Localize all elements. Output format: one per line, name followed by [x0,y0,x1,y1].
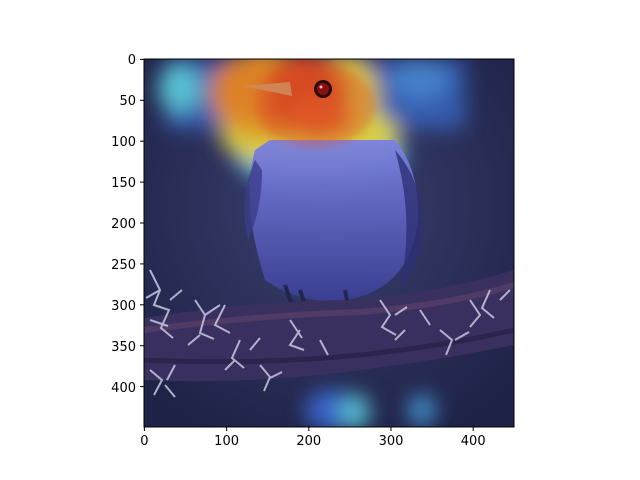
y-tick-label: 150 [111,176,136,191]
x-tick-label: 200 [296,434,321,449]
image-area [144,59,514,427]
x-tick-label: 400 [461,434,486,449]
branch [144,270,514,382]
y-axis: 0 50 100 150 200 250 300 350 400 [111,53,144,396]
y-tick-label: 50 [119,94,136,109]
x-tick-label: 100 [214,434,239,449]
lichen [145,269,511,398]
y-tick-label: 200 [111,217,136,232]
y-tick-label: 100 [111,135,136,150]
y-tick-label: 300 [111,299,136,314]
y-tick-label: 250 [111,258,136,273]
y-tick-label: 400 [111,381,136,396]
bird [242,63,423,306]
x-axis: 0 100 200 300 400 [140,427,486,449]
y-tick-label: 350 [111,340,136,355]
y-tick-label: 0 [128,53,136,68]
x-tick-label: 300 [379,434,404,449]
plot-frame [143,58,515,428]
x-tick-label: 0 [140,434,148,449]
